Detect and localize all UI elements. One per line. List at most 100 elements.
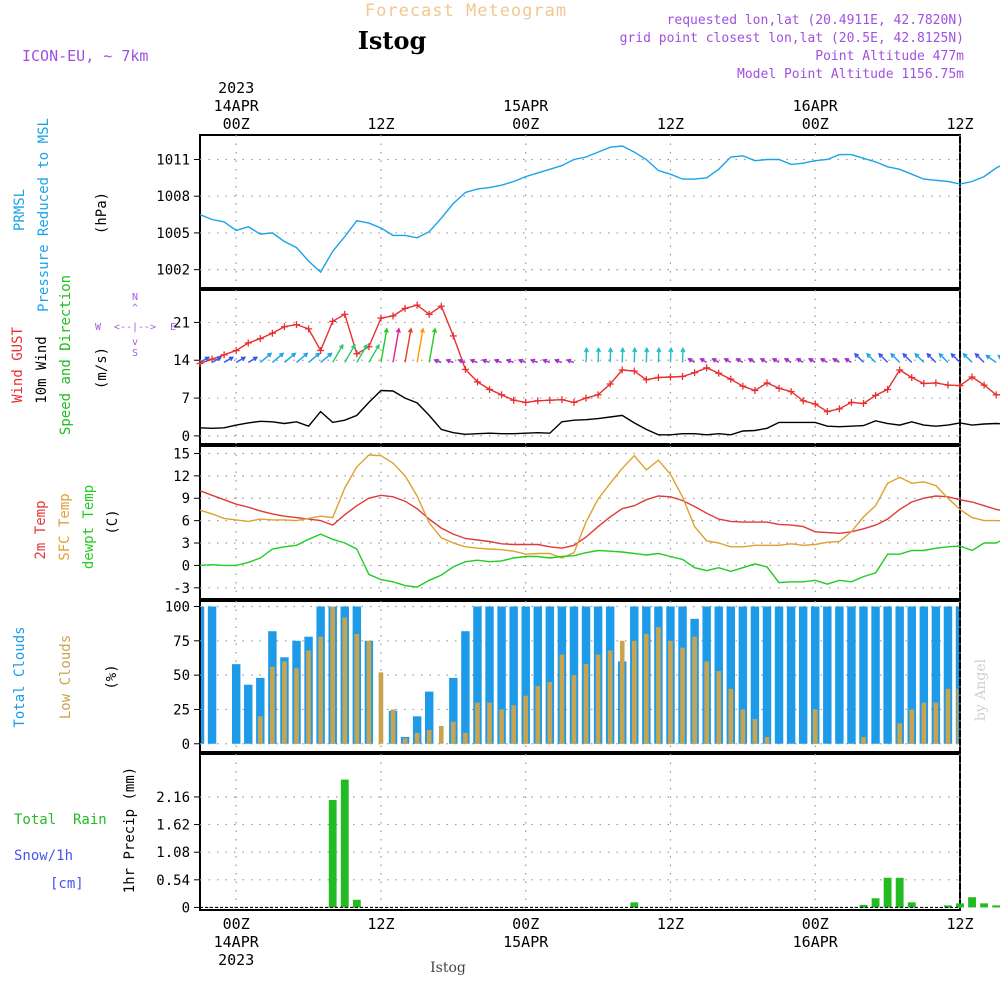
wind-arrow-head — [844, 358, 850, 363]
compass-arrows: <--|--> — [114, 322, 156, 333]
gust-marker — [751, 387, 759, 395]
wind-10m-label: 10m Wind — [34, 336, 50, 403]
low-cloud-bar — [438, 725, 444, 744]
wind-arrow-head — [985, 354, 991, 360]
wind-arrow-head — [252, 356, 259, 362]
wind-arrow-head — [866, 352, 872, 358]
clouds-unit: (%) — [104, 664, 120, 689]
wind-direction-arrow — [890, 353, 901, 363]
compass-w: W — [95, 322, 102, 333]
wind-direction-arrow — [975, 353, 985, 363]
gust-marker — [642, 376, 650, 384]
gust-marker — [341, 310, 349, 318]
rain-bar — [630, 902, 639, 908]
y-tick-label: 14 — [173, 353, 190, 369]
meteogram-title: Forecast Meteogram — [365, 1, 567, 21]
compass-e: E — [170, 322, 176, 333]
wind-arrow-head — [204, 356, 210, 362]
top-time-label: 12Z — [946, 115, 973, 133]
low-cloud-bar — [535, 686, 541, 744]
low-cloud-bar — [956, 688, 959, 744]
gust-marker — [775, 384, 783, 392]
low-cloud-bar — [897, 723, 903, 744]
y-tick-label: -3 — [173, 581, 190, 597]
y-tick-label: 7 — [182, 391, 190, 407]
total-cloud-bar — [895, 606, 904, 744]
gust-marker — [932, 379, 940, 387]
series-line-2m-temp — [199, 490, 1000, 549]
y-tick-label: 0 — [182, 429, 190, 445]
gust-marker — [401, 304, 409, 312]
pressure-unit: (hPa) — [94, 192, 110, 234]
wind-arrow-head — [228, 356, 235, 362]
low-cloud-bar — [294, 668, 299, 744]
y-tick-label: 0 — [182, 737, 190, 753]
low-cloud-bar — [607, 650, 613, 744]
bottom-time-label: 00Z — [512, 915, 539, 933]
top-time-label: 16APR — [793, 97, 839, 115]
wind-arrow-head — [974, 352, 980, 359]
low-cloud-bar — [306, 650, 311, 744]
low-cloud-bar — [680, 647, 685, 744]
gust-marker — [317, 347, 325, 355]
total-cloud-bar — [859, 606, 868, 744]
low-cloud-bar — [861, 736, 866, 744]
low-cloud-bar — [704, 661, 709, 744]
wind-arrow-head — [680, 346, 686, 353]
wind-direction-arrow — [854, 353, 864, 363]
wind-direction-arrow — [308, 352, 320, 363]
wind-arrow-head — [517, 358, 524, 364]
low-cloud-bar — [378, 672, 384, 744]
clouds-ylabel: Total Clouds Low Clouds (%) — [12, 626, 120, 727]
total-cloud-bar — [811, 606, 820, 744]
compass-s: S — [132, 348, 138, 359]
wind-direction-arrow — [416, 328, 424, 363]
gust-marker — [461, 365, 469, 373]
top-time-label: 00Z — [223, 115, 250, 133]
wind-arrow-head — [950, 352, 956, 358]
gust-marker — [256, 335, 264, 343]
total-cloud-bar — [919, 606, 929, 744]
series-line-wind-gust — [199, 304, 1000, 413]
low-cloud-bar — [583, 664, 589, 744]
wind-arrow-head — [795, 358, 802, 363]
low-cloud-bar — [330, 606, 336, 744]
gust-marker — [558, 396, 566, 404]
y-tick-label: 12 — [173, 469, 190, 485]
gust-marker — [944, 381, 952, 389]
sfc-temp-label: SFC Temp — [57, 493, 73, 560]
low-cloud-bar — [752, 719, 758, 744]
wind-arrow-head — [747, 358, 753, 363]
gust-marker — [570, 398, 578, 406]
top-time-label: 2023 — [218, 79, 254, 97]
y-tick-label: 1002 — [156, 263, 190, 279]
low-cloud-bar — [692, 636, 697, 744]
gust-marker — [787, 388, 795, 396]
wind-direction-arrow — [878, 353, 889, 363]
gust-marker — [908, 374, 916, 382]
wind-arrow-head — [687, 358, 693, 363]
wind-arrow-head — [327, 352, 333, 358]
series-line-sfc-temp — [199, 454, 1000, 559]
gust-marker — [980, 381, 988, 389]
series-line-dewpt-temp — [199, 533, 1000, 588]
wind-arrow-head — [783, 358, 790, 363]
wind-arrow-head — [383, 327, 389, 333]
total-cloud-bar — [256, 677, 265, 744]
gust-marker — [956, 382, 964, 390]
gust-marker — [244, 339, 252, 347]
wind-arrow-head — [902, 352, 908, 358]
low-cloud-bar — [559, 654, 565, 744]
wind-unit: (m/s) — [94, 347, 110, 389]
wind-arrow-head — [632, 346, 638, 353]
gust-marker — [449, 332, 457, 340]
wind-arrow-head — [303, 352, 309, 358]
series-line-prmsl — [199, 145, 1000, 274]
wind-direction-arrow — [259, 352, 272, 363]
top-time-label: 14APR — [214, 97, 260, 115]
grid-point-coords: grid point closest lon,lat (20.5E, 42.81… — [620, 31, 964, 46]
rain-bar — [907, 902, 916, 908]
wind-arrow-head — [926, 352, 932, 358]
low-cloud-bar — [414, 732, 420, 744]
total-cloud-bar — [533, 606, 542, 744]
